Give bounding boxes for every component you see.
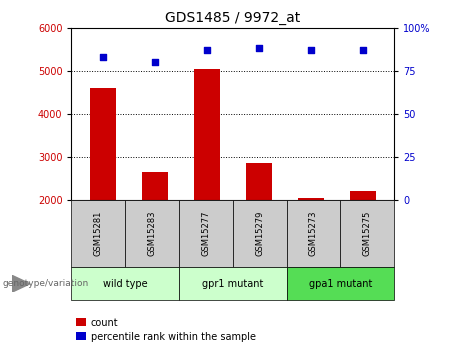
Text: GSM15281: GSM15281 [94,211,103,256]
Text: count: count [91,318,118,328]
Bar [350,191,376,200]
Text: GSM15275: GSM15275 [363,211,372,256]
Point [151,59,159,65]
Text: GSM15277: GSM15277 [201,211,210,256]
Text: GSM15283: GSM15283 [148,211,157,256]
Bar [298,198,324,200]
Point [203,47,211,53]
Point [359,47,366,53]
Text: GSM15279: GSM15279 [255,211,264,256]
Text: wild type: wild type [103,279,148,289]
Bar [142,172,168,200]
Point [255,46,262,51]
Bar [246,164,272,200]
Point [307,47,314,53]
Text: gpr1 mutant: gpr1 mutant [202,279,264,289]
Text: GSM15273: GSM15273 [309,211,318,256]
Polygon shape [12,275,30,293]
Text: genotype/variation: genotype/variation [2,279,89,288]
Point [99,54,106,60]
Bar [90,88,116,200]
Bar [194,69,220,200]
Text: gpa1 mutant: gpa1 mutant [309,279,372,289]
Title: GDS1485 / 9972_at: GDS1485 / 9972_at [165,11,301,25]
Text: percentile rank within the sample: percentile rank within the sample [91,332,256,342]
